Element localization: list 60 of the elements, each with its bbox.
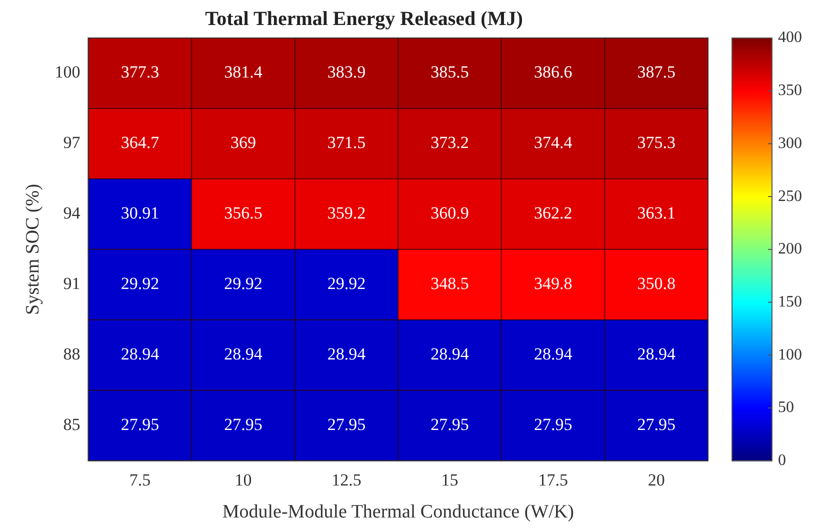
data-label: 381.4 bbox=[224, 62, 263, 82]
data-label: 30.91 bbox=[120, 204, 160, 223]
data-label: 29.92 bbox=[120, 274, 160, 294]
x-tick-label: 20 bbox=[648, 470, 665, 490]
data-label: 383.9 bbox=[327, 62, 366, 82]
data-label: 28.94 bbox=[224, 344, 263, 364]
x-tick-label: 7.5 bbox=[129, 470, 151, 490]
y-tick-label: 100 bbox=[54, 62, 80, 82]
data-label: 359.2 bbox=[327, 204, 366, 223]
color-bar-label: 150 bbox=[778, 293, 802, 310]
color-bar-label: 100 bbox=[778, 346, 802, 364]
data-label: 349.8 bbox=[534, 274, 572, 294]
data-label: 27.95 bbox=[224, 415, 262, 434]
y-axis-title: System SOC (%) bbox=[22, 184, 44, 315]
data-label: 356.5 bbox=[224, 204, 262, 223]
data-label: 374.4 bbox=[534, 133, 573, 152]
y-tick-label: 85 bbox=[63, 415, 80, 434]
x-axis-title: Module-Module Thermal Conductance (W/K) bbox=[222, 502, 574, 523]
data-label: 375.3 bbox=[637, 133, 676, 152]
color-bar-label: 50 bbox=[778, 399, 794, 416]
data-label: 27.95 bbox=[430, 415, 469, 434]
data-label: 29.92 bbox=[224, 274, 262, 294]
data-label: 377.3 bbox=[120, 62, 160, 82]
data-label: 27.95 bbox=[120, 415, 160, 434]
data-label: 360.9 bbox=[430, 204, 469, 223]
data-label: 369 bbox=[230, 133, 256, 152]
y-tick-label: 91 bbox=[63, 274, 80, 294]
data-label: 28.94 bbox=[430, 344, 470, 364]
color-bar-label: 250 bbox=[778, 188, 802, 205]
data-label: 28.94 bbox=[120, 344, 160, 364]
data-label: 362.2 bbox=[534, 204, 572, 223]
data-label: 364.7 bbox=[120, 133, 160, 152]
data-label: 29.92 bbox=[327, 274, 366, 294]
color-bar-label: 0 bbox=[778, 452, 786, 470]
data-label: 27.95 bbox=[534, 415, 572, 434]
data-label: 28.94 bbox=[534, 344, 573, 364]
y-tick-label: 97 bbox=[63, 133, 81, 152]
data-label: 27.95 bbox=[327, 415, 366, 434]
color-bar-label: 400 bbox=[778, 29, 802, 46]
color-bar-label: 200 bbox=[778, 240, 802, 258]
color-bar-label: 350 bbox=[778, 82, 802, 100]
chart-title: Total Thermal Energy Released (MJ) bbox=[205, 8, 523, 30]
x-tick-label: 10 bbox=[234, 470, 252, 490]
data-label: 348.5 bbox=[430, 274, 469, 294]
data-label: 387.5 bbox=[637, 62, 676, 82]
data-label: 350.8 bbox=[637, 274, 676, 294]
x-tick-label: 12.5 bbox=[332, 470, 362, 490]
data-label: 371.5 bbox=[327, 133, 366, 152]
x-tick-label: 15 bbox=[441, 470, 458, 490]
data-label: 385.5 bbox=[430, 62, 469, 82]
data-label: 373.2 bbox=[430, 133, 469, 152]
data-label: 28.94 bbox=[327, 344, 366, 364]
data-label: 363.1 bbox=[637, 204, 676, 223]
y-tick-label: 88 bbox=[63, 344, 80, 364]
color-bar-label: 300 bbox=[778, 134, 802, 152]
y-tick-label: 94 bbox=[63, 204, 81, 223]
x-tick-label: 17.5 bbox=[538, 470, 568, 490]
data-label: 28.94 bbox=[637, 344, 676, 364]
data-label: 386.6 bbox=[534, 62, 572, 82]
data-label: 27.95 bbox=[637, 415, 676, 434]
